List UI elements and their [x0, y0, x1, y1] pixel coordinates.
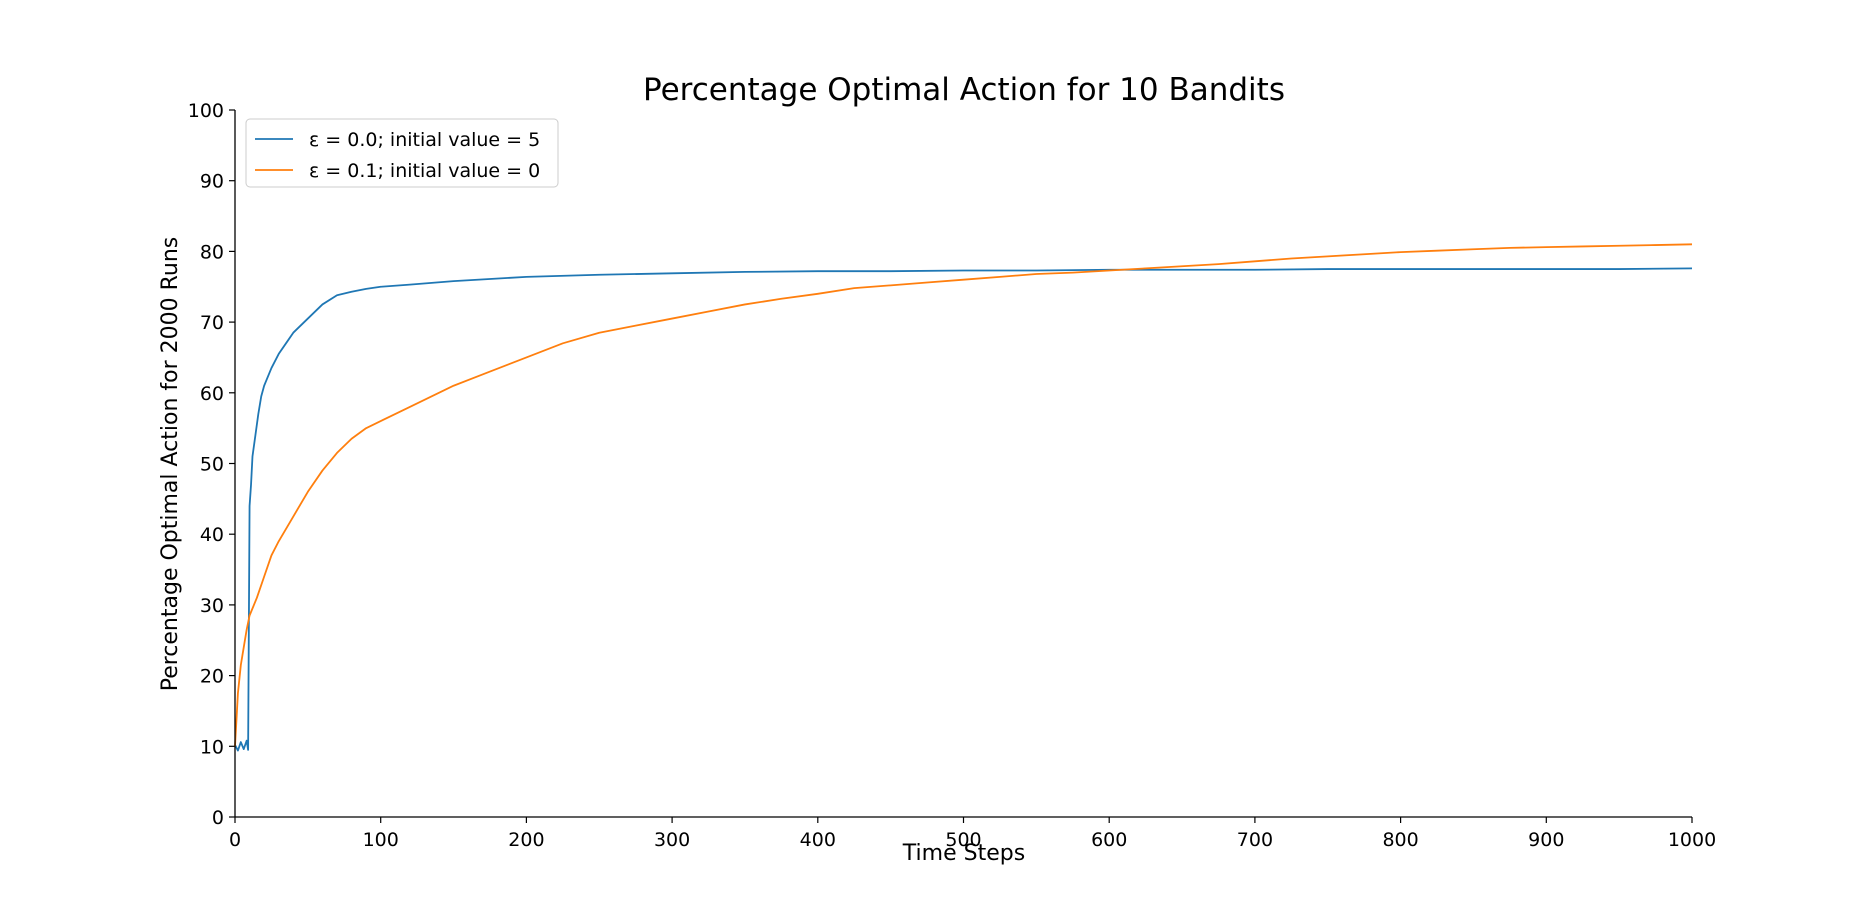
y-tick-label: 40	[200, 524, 224, 546]
x-tick-label: 500	[945, 829, 981, 851]
y-tick-label: 70	[200, 312, 224, 334]
x-tick-label: 400	[800, 829, 836, 851]
x-tick-label: 300	[654, 829, 690, 851]
y-tick-label: 100	[188, 100, 224, 122]
x-tick-label: 1000	[1668, 829, 1716, 851]
x-tick-label: 0	[229, 829, 241, 851]
series-line-1	[234, 267, 1693, 752]
y-tick-label: 0	[212, 807, 224, 829]
legend-label-1: ε = 0.0; initial value = 5	[309, 129, 540, 151]
chart-title: Percentage Optimal Action for 10 Bandits	[643, 72, 1285, 108]
legend: ε = 0.0; initial value = 5 ε = 0.1; initi…	[245, 118, 559, 188]
series-line-2	[234, 243, 1693, 747]
y-tick-label: 30	[200, 595, 224, 617]
x-axis-title: Time Steps	[902, 841, 1025, 866]
y-axis-title: Percentage Optimal Action for 2000 Runs	[158, 237, 183, 692]
x-tick-label: 600	[1091, 829, 1127, 851]
legend-label-2: ε = 0.1; initial value = 0	[309, 160, 540, 182]
y-tick-label: 60	[200, 383, 224, 405]
x-tick-label: 900	[1528, 829, 1564, 851]
x-tick-label: 700	[1237, 829, 1273, 851]
x-axis-ticks: 0 100 200 300 400 500 600 700 800 900 1000	[229, 817, 1716, 851]
x-tick-label: 800	[1382, 829, 1418, 851]
y-tick-label: 90	[200, 171, 224, 193]
y-tick-label: 20	[200, 666, 224, 688]
y-axis-ticks: 0 10 20 30 40 50 60 70 80 90 100	[188, 100, 235, 829]
y-tick-label: 50	[200, 454, 224, 476]
y-tick-label: 80	[200, 241, 224, 263]
y-tick-label: 10	[200, 736, 224, 758]
series-layer	[234, 243, 1693, 752]
legend-box	[245, 118, 559, 188]
x-tick-label: 100	[363, 829, 399, 851]
x-tick-label: 200	[508, 829, 544, 851]
